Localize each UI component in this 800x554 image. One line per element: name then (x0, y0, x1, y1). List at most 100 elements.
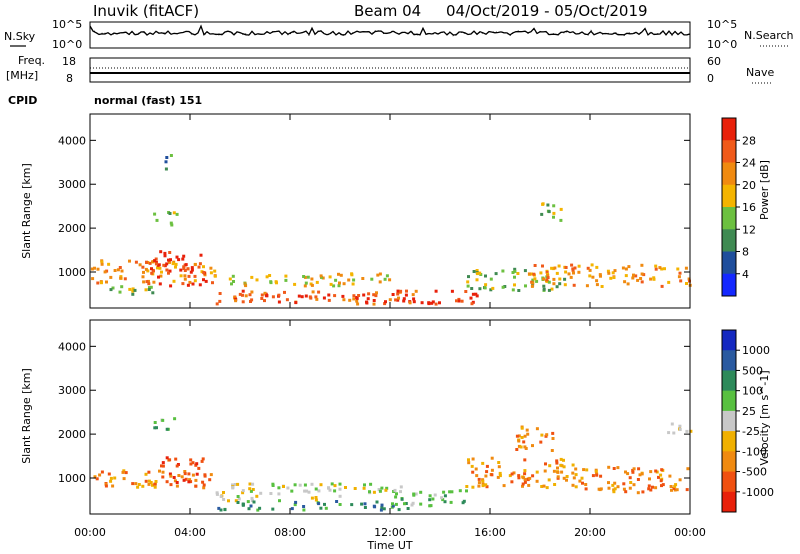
data-cell (542, 287, 546, 291)
data-cell (470, 302, 474, 306)
data-cell (182, 265, 186, 269)
data-cell (168, 260, 171, 264)
data-cell (298, 483, 302, 487)
data-cell (654, 264, 658, 268)
data-cell (523, 469, 527, 473)
data-cell (609, 276, 613, 280)
beam-title: Beam 04 (354, 2, 421, 20)
data-cell (260, 293, 264, 297)
data-cell (184, 477, 188, 481)
data-cell (341, 294, 345, 298)
data-cell (555, 285, 559, 289)
data-cell (384, 300, 387, 304)
data-cell (624, 470, 627, 474)
noise-right-tick-top: 10^5 (707, 18, 737, 31)
data-cell (571, 463, 575, 467)
data-cell (632, 483, 636, 487)
data-cell (169, 284, 173, 288)
data-cell (209, 271, 213, 275)
data-cell (268, 274, 272, 277)
freq-label: Freq. (18, 54, 45, 67)
data-cell (187, 480, 191, 484)
data-cell (470, 464, 474, 468)
data-cell (523, 445, 527, 449)
data-cell (631, 470, 635, 474)
data-cell (290, 489, 294, 493)
y-tick-label: 4000 (58, 134, 86, 147)
data-cell (545, 486, 549, 490)
data-cell (315, 280, 319, 284)
data-cell (302, 275, 306, 278)
data-cell (522, 440, 526, 444)
data-cell (169, 221, 173, 225)
data-cell (531, 474, 535, 478)
data-cell (161, 470, 165, 474)
data-cell (265, 275, 269, 279)
data-cell (175, 212, 179, 216)
data-cell (430, 301, 434, 305)
data-cell (475, 272, 479, 276)
data-cell (190, 268, 194, 272)
data-cell (419, 490, 423, 494)
data-cell (310, 283, 314, 287)
colorbar-swatch (722, 251, 736, 275)
data-cell (379, 508, 383, 512)
colorbar-tick-label: 12 (742, 223, 756, 236)
velocity-axes: 1000 2000 3000 4000 (58, 320, 691, 514)
data-cell (302, 505, 306, 508)
data-cell (448, 490, 452, 494)
data-cell (552, 277, 556, 281)
data-cell (219, 508, 223, 512)
data-cell (515, 434, 519, 438)
data-cell (152, 280, 156, 284)
data-cell (524, 447, 528, 450)
data-cell (159, 250, 163, 254)
data-cell (168, 472, 172, 476)
data-cell (631, 276, 635, 280)
data-cell (198, 283, 202, 287)
data-cell (420, 301, 424, 305)
data-cell (540, 433, 544, 437)
data-cell (559, 207, 563, 211)
data-cell (559, 457, 563, 461)
data-cell (241, 300, 245, 304)
data-cell (91, 277, 95, 281)
data-cell (175, 255, 179, 259)
data-cell (250, 290, 254, 294)
data-cell (670, 422, 674, 426)
data-cell (521, 482, 525, 486)
data-cell (119, 276, 123, 280)
data-cell (523, 434, 527, 438)
data-cell (350, 273, 354, 277)
data-cell (547, 288, 551, 292)
data-cell (342, 282, 346, 286)
colorbar-tick-label: 100 (742, 385, 763, 398)
data-cell (674, 483, 678, 487)
colorbar-swatch (722, 350, 736, 371)
data-cell (241, 491, 245, 495)
data-cell (584, 487, 588, 491)
data-cell (523, 472, 527, 476)
data-cell (511, 271, 515, 274)
data-cell (165, 456, 169, 460)
data-cell (403, 502, 406, 506)
data-cell (150, 271, 154, 275)
data-cell (244, 294, 248, 298)
data-cell (441, 498, 445, 502)
data-cell (204, 279, 208, 283)
data-cell (570, 263, 574, 267)
data-cell (624, 274, 628, 278)
data-cell (141, 275, 145, 279)
data-cell (478, 271, 482, 275)
data-cell (153, 212, 157, 216)
data-cell (319, 274, 323, 278)
data-cell (303, 284, 307, 288)
data-cell (147, 470, 151, 474)
data-cell (659, 473, 663, 477)
time-axis: 00:00 04:00 08:00 12:00 16:00 20:00 00:00 (74, 526, 706, 539)
data-cell (626, 282, 630, 286)
velocity-panel-frame (89, 319, 691, 515)
data-cell (145, 260, 148, 264)
data-cell (169, 483, 173, 487)
